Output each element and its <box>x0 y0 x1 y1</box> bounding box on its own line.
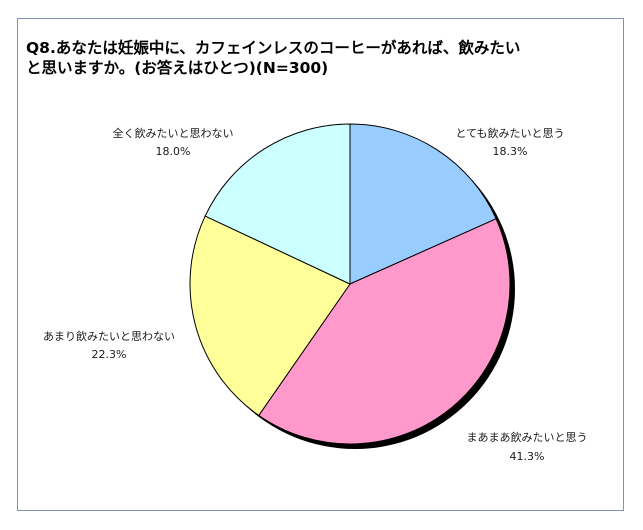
slice-value-somewhat: 41.3% <box>510 450 545 463</box>
slice-value-not-much: 22.3% <box>92 348 127 361</box>
slice-label-not-much: あまり飲みたいと思わない <box>43 329 175 343</box>
pie-slice-somewhat <box>258 218 511 445</box>
slice-value-not-at-all: 18.0% <box>156 145 191 158</box>
pie-slice-not-much <box>189 215 351 417</box>
chart-title-line-2: と思いますか。(お答えはひとつ)(N=300) <box>26 59 329 77</box>
chart-title: Q8.あなたは妊娠中に、カフェインレスのコーヒーがあれば、飲みたい と思いますか… <box>26 38 611 78</box>
chart-title-line-1: Q8.あなたは妊娠中に、カフェインレスのコーヒーがあれば、飲みたい <box>26 39 521 57</box>
slice-label-not-at-all: 全く飲みたいと思わない <box>113 126 234 140</box>
slice-label-somewhat: まあまあ飲みたいと思う <box>467 430 588 444</box>
slice-value-very-much: 18.3% <box>493 145 528 158</box>
pie-slice-not-at-all <box>204 123 351 285</box>
pie-slices <box>189 123 511 445</box>
pie-slice-very-much <box>349 123 497 285</box>
slice-label-very-much: とても飲みたいと思う <box>455 126 564 140</box>
